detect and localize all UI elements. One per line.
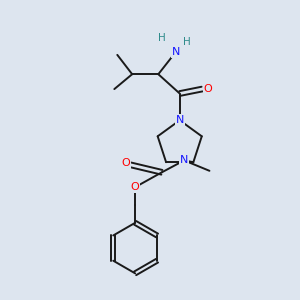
- Text: N: N: [180, 155, 188, 165]
- Text: O: O: [121, 158, 130, 168]
- Text: O: O: [204, 84, 212, 94]
- Text: N: N: [172, 47, 180, 57]
- Text: H: H: [183, 37, 191, 47]
- Text: H: H: [158, 33, 166, 43]
- Text: N: N: [176, 115, 184, 125]
- Text: O: O: [131, 182, 140, 192]
